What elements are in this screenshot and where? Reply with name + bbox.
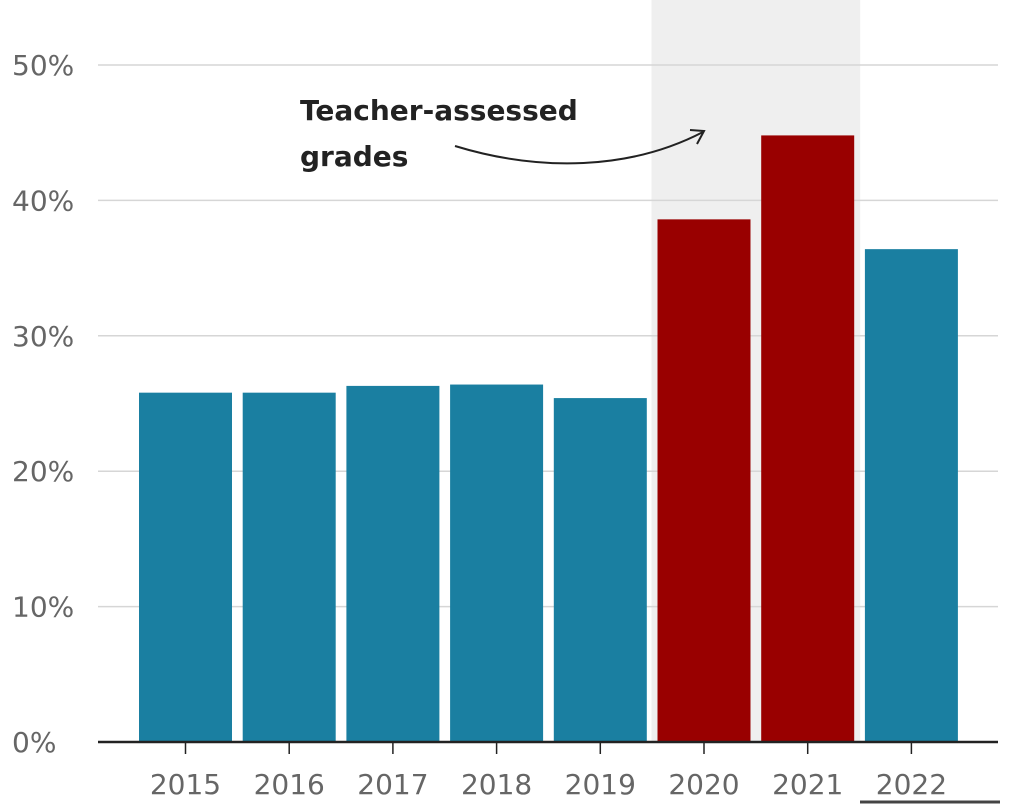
annotation-line-2: grades	[300, 140, 408, 173]
x-tick-label: 2015	[150, 768, 221, 801]
x-tick-label: 2020	[668, 768, 739, 801]
y-tick-label: 20%	[12, 455, 74, 488]
x-tick-label: 2022	[876, 768, 947, 801]
y-tick-label: 30%	[12, 320, 74, 353]
bar-2015	[139, 392, 232, 742]
x-axis-ticks: 2015 2016 2017 2018 2019 2020 2021 2022	[150, 742, 947, 801]
annotation-line-1: Teacher-assessed	[300, 94, 578, 127]
x-tick-label: 2017	[357, 768, 428, 801]
annotation-arrowhead	[689, 129, 706, 145]
annotation-arrow	[454, 131, 704, 165]
y-axis-ticks: 0% 10% 20% 30% 40% 50%	[12, 49, 74, 759]
bar-2021	[761, 135, 855, 742]
bar-2016	[242, 392, 336, 742]
x-tick-label: 2016	[254, 768, 325, 801]
x-tick-label: 2019	[565, 768, 636, 801]
y-tick-label: 10%	[12, 591, 74, 624]
bar-2019	[553, 398, 647, 742]
gridlines	[98, 64, 998, 608]
annotation: Teacher-assessed grades	[300, 94, 706, 173]
x-tick-label: 2021	[772, 768, 843, 801]
bar-2020	[657, 219, 751, 742]
y-tick-label: 40%	[12, 184, 74, 217]
y-tick-label: 50%	[12, 49, 74, 82]
x-tick-label: 2018	[461, 768, 532, 801]
bars	[139, 135, 958, 743]
y-tick-label: 0%	[12, 726, 56, 759]
bar-2022	[864, 249, 958, 743]
bar-2018	[450, 384, 544, 742]
bar-2017	[346, 385, 440, 742]
